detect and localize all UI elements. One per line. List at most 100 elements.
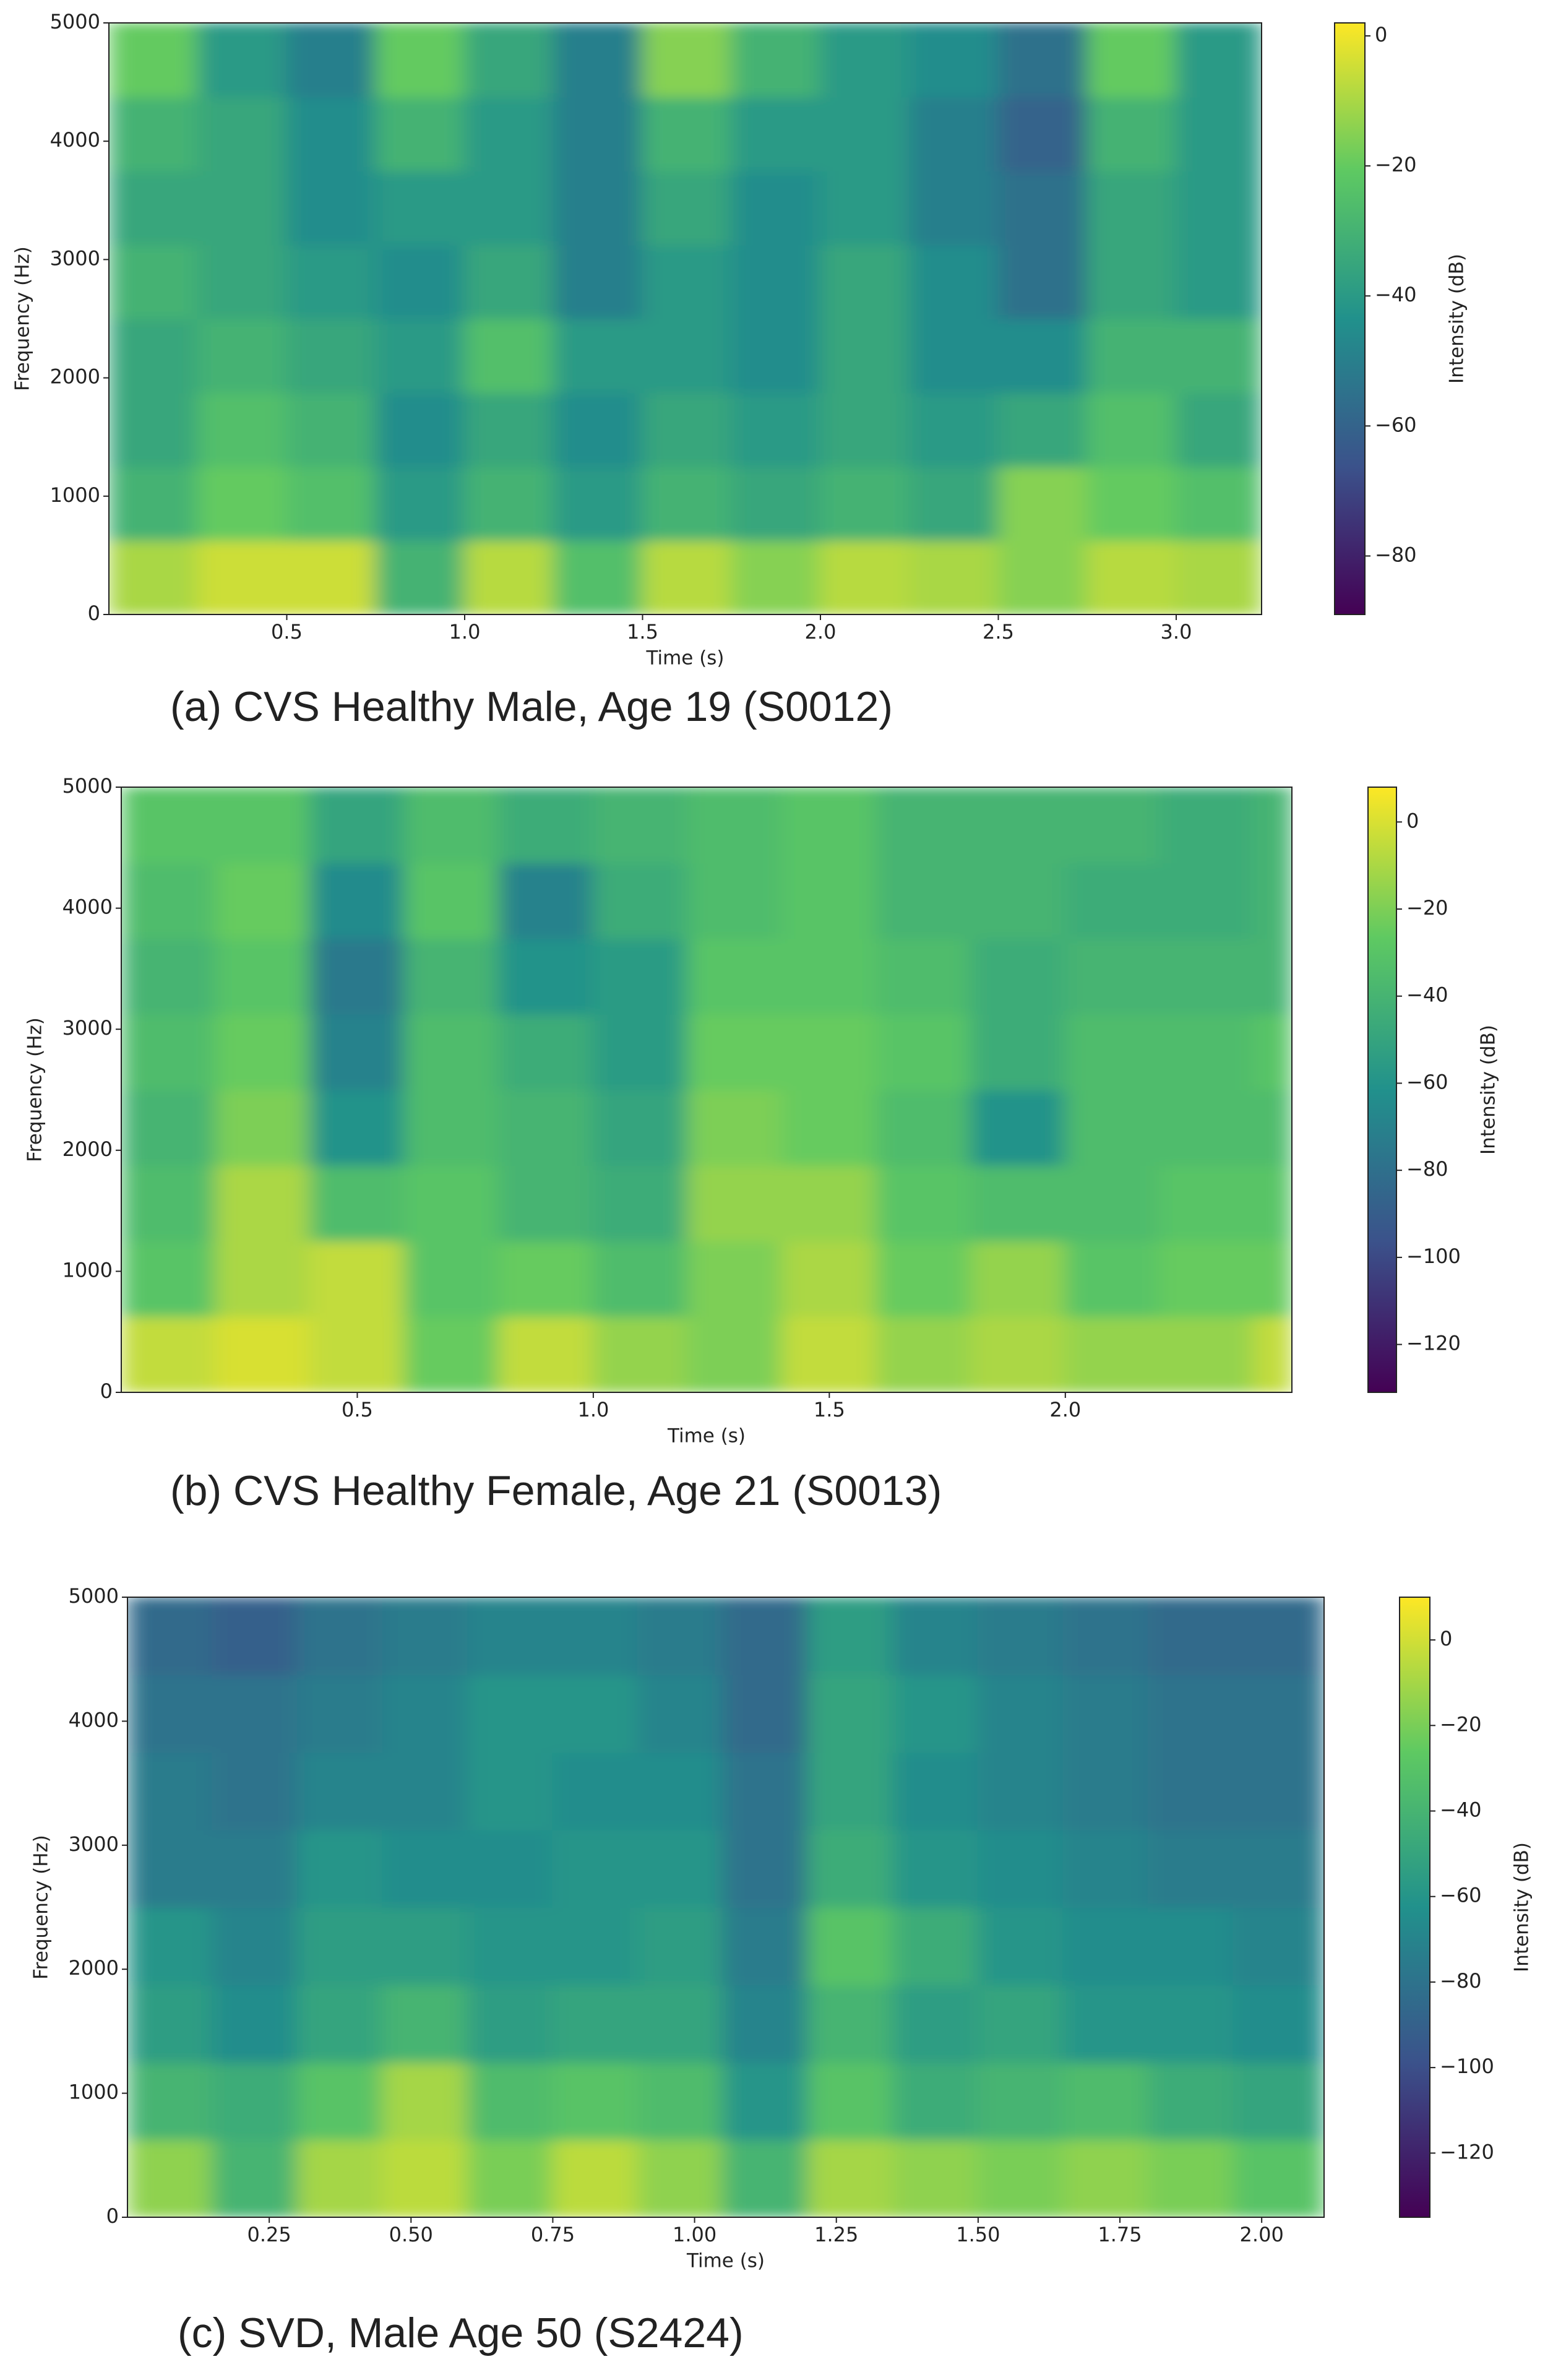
y-tick-label: 3000 — [69, 1832, 119, 1856]
heatmap-cell — [637, 1907, 724, 1986]
heatmap-cell — [781, 938, 877, 1015]
heatmap-cell — [553, 318, 643, 394]
heatmap-cell — [1086, 244, 1177, 319]
heatmap-cell — [552, 2139, 639, 2217]
heatmap-cell — [1147, 1751, 1234, 1830]
heatmap-cell — [1176, 244, 1262, 319]
heatmap-cell — [1253, 862, 1292, 939]
heatmap-cell — [731, 244, 821, 319]
heatmap-cell — [553, 540, 643, 614]
heatmap-cell — [807, 2061, 894, 2141]
heatmap-cell — [403, 1316, 500, 1392]
heatmap-cell — [403, 1089, 500, 1166]
heatmap-cell — [552, 1907, 639, 1986]
heatmap-cell — [1086, 96, 1177, 171]
heatmap-cell — [197, 392, 288, 467]
heatmap-cell — [970, 938, 1066, 1015]
heatmap-cell — [403, 787, 500, 864]
heatmap-cell — [1253, 1165, 1292, 1242]
heatmap-cell — [212, 2061, 298, 2141]
heatmap-cell — [212, 1751, 298, 1830]
heatmap-cell — [286, 392, 377, 467]
heatmap-cell — [892, 2061, 979, 2141]
colorbar-tick-label: −80 — [1375, 543, 1417, 566]
heatmap-cell — [375, 96, 465, 171]
heatmap-cell — [642, 318, 733, 394]
axes-frame — [108, 22, 1262, 615]
heatmap-cell — [820, 318, 910, 394]
heatmap-cell — [731, 23, 821, 98]
heatmap-cell — [892, 1984, 979, 2063]
heatmap-cell — [1176, 170, 1262, 246]
heatmap-cell — [127, 1597, 213, 1676]
heatmap-cell — [296, 1674, 384, 1753]
chart: 0.25 0.50 0.75 1.00 1.25 1.50 1.75 2.00 0 1000 200… — [30, 1584, 1533, 2356]
heatmap-cell — [552, 1751, 639, 1830]
heatmap-cell — [722, 1597, 809, 1676]
heatmap-cell — [382, 1751, 468, 1830]
heatmap-cell — [296, 1751, 384, 1830]
heatmap-cell — [286, 318, 377, 394]
heatmap-cell — [212, 1674, 298, 1753]
heatmap-cell — [1253, 1240, 1292, 1317]
x-tick-label: 1.0 — [449, 620, 481, 644]
heatmap-cell — [553, 170, 643, 246]
y-tick-label: 4000 — [69, 1708, 119, 1731]
heatmap-cell — [642, 466, 733, 541]
heatmap-cell — [375, 23, 465, 98]
x-tick-label: 2.00 — [1240, 2223, 1284, 2246]
heatmap-cell — [309, 1316, 405, 1392]
heatmap-cell — [286, 244, 377, 319]
heatmap-cell — [121, 1089, 217, 1166]
heatmap-cell — [892, 1751, 979, 1830]
y-tick-label: 2000 — [50, 365, 100, 389]
heatmap-cell — [382, 1674, 468, 1753]
heatmap-cell — [215, 938, 311, 1015]
colorbar-tick-label: −40 — [1440, 1798, 1482, 1822]
heatmap-cell — [781, 862, 877, 939]
y-tick-label: 0 — [88, 601, 100, 625]
heatmap-cell — [908, 392, 999, 467]
colorbar-tick-label: 0 — [1406, 809, 1419, 832]
heatmap-cell — [820, 170, 910, 246]
heatmap-cell — [382, 1907, 468, 1986]
x-tick-label: 1.25 — [814, 2223, 858, 2246]
chart: 0.5 1.0 1.5 2.0 0 1000 2000 3000 4000 5000 Time (s… — [24, 774, 1500, 1514]
heatmap-cell — [908, 23, 999, 98]
colorbar-label: Intensity (dB) — [1511, 1842, 1533, 1972]
heatmap-cell — [121, 1165, 217, 1242]
heatmap-cell — [892, 1597, 979, 1676]
heatmap-cell — [1159, 1165, 1255, 1242]
heatmap-cell — [1253, 787, 1292, 864]
x-tick-label: 1.0 — [577, 1398, 609, 1421]
heatmap-cell — [807, 1829, 894, 1908]
heatmap-cell — [1253, 1013, 1292, 1090]
heatmap-cell — [127, 1674, 213, 1753]
heatmap-cell — [908, 244, 999, 319]
colorbar-tick-label: −120 — [1406, 1332, 1461, 1355]
colorbar-tick-label: 0 — [1440, 1627, 1452, 1650]
colorbar-tick-label: −40 — [1375, 283, 1417, 306]
heatmap-cell — [970, 1013, 1066, 1090]
colorbar-tick-label: −80 — [1440, 1969, 1482, 1993]
heatmap-cell — [722, 2061, 809, 2141]
heatmap-cell — [286, 540, 377, 614]
heatmap-cell — [375, 244, 465, 319]
heatmap-cell — [553, 466, 643, 541]
heatmap-cell — [731, 96, 821, 171]
heatmap-cell — [1159, 862, 1255, 939]
colorbar-label: Intensity (dB) — [1446, 254, 1468, 384]
heatmap-cell — [731, 392, 821, 467]
heatmap-cell — [467, 1597, 554, 1676]
heatmap-cell — [467, 1674, 554, 1753]
heatmap-cell — [109, 244, 199, 319]
heatmap-cell — [970, 1240, 1066, 1317]
heatmap-cell — [592, 1165, 689, 1242]
colorbar-tick-label: −20 — [1440, 1712, 1482, 1736]
heatmap-cell — [467, 2061, 554, 2141]
x-tick-label: 1.00 — [673, 2223, 716, 2246]
y-axis-label: Frequency (Hz) — [30, 1835, 53, 1980]
heatmap-cell — [687, 1316, 783, 1392]
heatmap-cell — [1147, 1674, 1234, 1753]
